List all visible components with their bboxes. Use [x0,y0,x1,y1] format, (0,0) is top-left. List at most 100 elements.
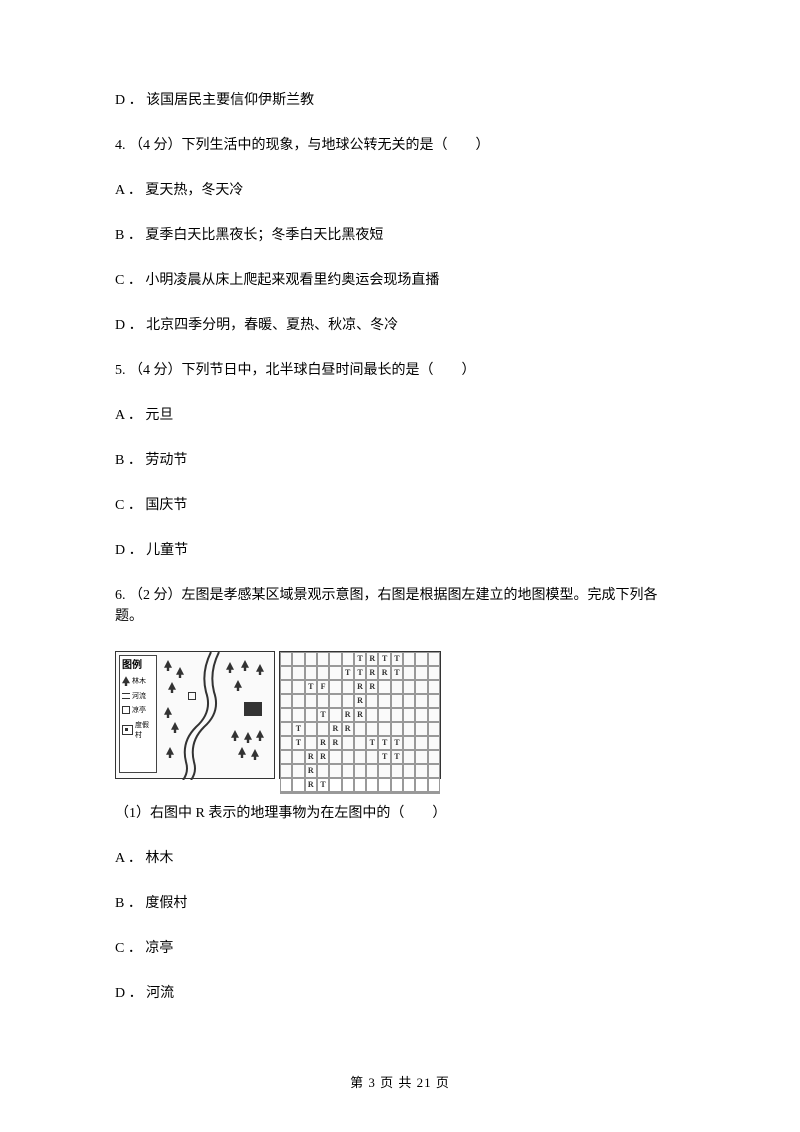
grid-cell: T [317,778,329,792]
grid-cell [403,736,415,750]
grid-cell [366,792,378,794]
grid-cell [280,722,292,736]
q5-option-a: A ． 元旦 [115,405,685,426]
grid-cell [342,764,354,778]
grid-cell [403,666,415,680]
grid-cell: R [329,722,341,736]
grid-cell [415,722,427,736]
grid-cell [342,778,354,792]
sq1-option-b: B ． 度假村 [115,893,685,914]
grid-cell [366,722,378,736]
grid-cell [280,694,292,708]
map-tree-icon [231,730,239,741]
grid-cell [280,680,292,694]
grid-cell [342,694,354,708]
grid-cell [428,792,440,794]
grid-cell: F [317,680,329,694]
grid-cell: R [354,708,366,722]
sq1-option-a: A ． 林木 [115,848,685,869]
sq1-option-d: D ． 河流 [115,983,685,1004]
grid-cell: R [305,778,317,792]
grid-cell [428,666,440,680]
grid-cell: R [354,694,366,708]
grid-cell [415,764,427,778]
grid-cell [280,652,292,666]
grid-cell [305,736,317,750]
grid-cell [428,722,440,736]
map-tree-icon [256,730,264,741]
grid-cell: R [366,652,378,666]
grid-cell [366,778,378,792]
grid-cell [354,750,366,764]
grid-cell [354,778,366,792]
grid-cell [428,680,440,694]
grid-cell: T [378,652,390,666]
grid-cell [403,680,415,694]
grid-cell [292,792,304,794]
map-tree-icon [241,660,249,671]
grid-cell: T [292,736,304,750]
grid-cell: R [305,750,317,764]
grid-cell [292,666,304,680]
grid-cell: T [391,750,403,764]
grid-cell [329,652,341,666]
grid-cell [391,778,403,792]
grid-cell [378,792,390,794]
grid-cell [280,750,292,764]
grid-cell [415,666,427,680]
grid-cell [428,694,440,708]
grid-cell [342,750,354,764]
grid-cell [391,680,403,694]
grid-cell [366,694,378,708]
grid-cell [317,652,329,666]
grid-cell [378,680,390,694]
grid-cell [378,778,390,792]
q5-option-b: B ． 劳动节 [115,450,685,471]
grid-cell: R [342,708,354,722]
grid-cell [292,764,304,778]
grid-cell: R [354,680,366,694]
map-tree-icon [234,680,242,691]
grid-cell: R [366,666,378,680]
grid-cell [428,778,440,792]
grid-cell: T [305,680,317,694]
grid-cell: T [391,652,403,666]
grid-cell [415,694,427,708]
q5-option-d: D ． 儿童节 [115,540,685,561]
grid-cell [403,750,415,764]
grid-cell [292,750,304,764]
grid-cell [280,764,292,778]
grid-cell [317,694,329,708]
legend-box: 图例 林木 河流 凉亭 度假村 [119,655,157,773]
grid-cell: R [317,750,329,764]
grid-cell [391,764,403,778]
grid-cell [329,792,341,794]
grid-cell: R [317,736,329,750]
grid-cell [305,792,317,794]
map-tree-icon [238,747,246,758]
grid-cell [329,694,341,708]
option-d-prev: D ． 该国居民主要信仰伊斯兰教 [115,90,685,111]
grid-cell: T [354,666,366,680]
grid-cell [403,764,415,778]
question-5: 5. （4 分）下列节日中，北半球白昼时间最长的是（ ） [115,360,685,381]
grid-cell: T [366,736,378,750]
grid-cell [428,736,440,750]
grid-cell [391,708,403,722]
grid-cell [366,708,378,722]
grid-cell [329,666,341,680]
grid-cell [342,736,354,750]
grid-cell: T [292,722,304,736]
grid-cell [292,680,304,694]
grid-cell: R [329,736,341,750]
sq1-option-c: C ． 凉亭 [115,938,685,959]
grid-cell [305,722,317,736]
grid-cell [391,792,403,794]
grid-cell [354,736,366,750]
q4-option-d: D ． 北京四季分明，春暖、夏热、秋凉、冬冷 [115,315,685,336]
grid-cell [329,778,341,792]
grid-cell [292,778,304,792]
question-4: 4. （4 分）下列生活中的现象，与地球公转无关的是（ ） [115,135,685,156]
grid-cell [292,694,304,708]
map-house-icon [244,702,262,716]
